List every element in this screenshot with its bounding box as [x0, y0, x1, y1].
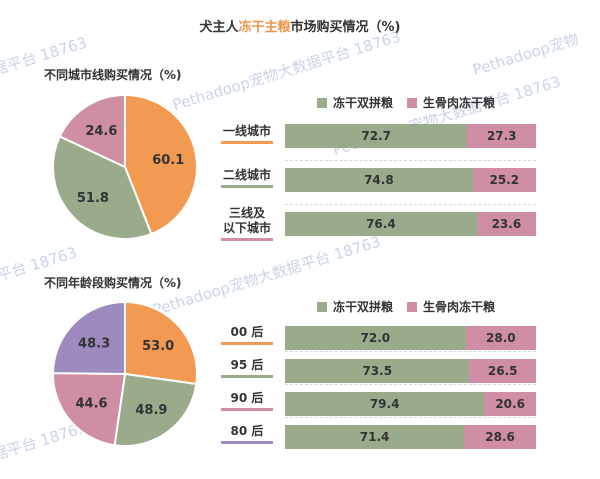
- stacked-bar: 74.8 25.2: [285, 168, 536, 192]
- legend-label-series-a: 冻干双拼粮: [333, 96, 394, 110]
- bar-category-label: 80 后: [212, 424, 282, 444]
- bar-segment-series-b: 20.6: [484, 392, 536, 416]
- age-pie-title: 不同年龄段购买情况（%): [44, 276, 182, 290]
- stacked-bar: 72.0 28.0: [285, 326, 536, 350]
- legend-label-series-a-bottom: 冻干双拼粮: [333, 300, 394, 314]
- bar-category-label: 95 后: [212, 358, 282, 378]
- stacked-bar: 79.4 20.6: [285, 392, 536, 416]
- bar-segment-series-a: 73.5: [285, 359, 470, 383]
- pie-slice: [124, 93, 198, 236]
- bar-segment-series-b: 28.0: [465, 326, 536, 350]
- bar-category-label: 一线城市: [212, 124, 282, 144]
- bar-category-text: 一线城市: [222, 124, 271, 138]
- pie-slice: [113, 372, 198, 447]
- bar-category-label: 三线及 以下城市: [212, 206, 282, 241]
- bar-category-text: 95 后: [230, 358, 264, 372]
- row-divider: [285, 417, 536, 418]
- bar-category-text: 00 后: [230, 325, 264, 339]
- bar-segment-series-a: 74.8: [285, 168, 473, 192]
- bar-category-underline: [221, 185, 273, 188]
- watermark-text: Pethadoop宠物: [470, 29, 581, 80]
- legend-label-series-b: 生骨肉冻干粮: [423, 96, 496, 110]
- bar-category-label: 00 后: [212, 325, 282, 345]
- title-prefix: 犬主人: [199, 20, 239, 35]
- pie-slice: [52, 372, 127, 447]
- legend-item-series-a: 冻干双拼粮: [317, 94, 393, 111]
- pie-slice-label: 24.6: [85, 124, 117, 139]
- pie-slice-label: 53.0: [142, 339, 174, 354]
- bar-category-text: 二线城市: [222, 168, 271, 182]
- row-divider: [285, 160, 536, 161]
- bar-segment-series-a: 72.7: [285, 124, 468, 148]
- bar-category-underline: [221, 238, 273, 241]
- city-pie-title: 不同城市线购买情况（%): [44, 68, 182, 82]
- age-pie-chart: 53.0 48.9 44.6 48.3: [51, 300, 198, 447]
- bar-category-text: 80 后: [230, 424, 264, 438]
- bar-segment-series-b: 27.3: [467, 124, 536, 148]
- bar-category-underline: [221, 342, 273, 345]
- main-title: 犬主人冻干主粮市场购买情况（%): [0, 16, 600, 35]
- pie-slice-label: 48.9: [135, 403, 167, 418]
- bottom-legend: 冻干双拼粮 生骨肉冻干粮: [317, 298, 577, 315]
- bar-segment-series-b: 28.6: [464, 425, 536, 449]
- pie-slice: [58, 93, 126, 169]
- pie-slice-label: 51.8: [77, 191, 109, 206]
- bar-category-underline: [221, 141, 273, 144]
- legend-item-series-a-bottom: 冻干双拼粮: [317, 298, 393, 315]
- legend-item-series-b-bottom: 生骨肉冻干粮: [407, 298, 495, 315]
- bar-segment-series-a: 76.4: [285, 212, 477, 236]
- legend-swatch-series-a: [317, 97, 327, 108]
- bar-category-underline: [221, 441, 273, 444]
- legend-swatch-series-b-bottom: [407, 301, 418, 312]
- stacked-bar: 71.4 28.6: [285, 425, 536, 449]
- stacked-bar: 73.5 26.5: [285, 359, 536, 383]
- legend-swatch-series-a-bottom: [317, 301, 327, 312]
- city-pie-chart: 60.1 51.8 24.6: [52, 93, 198, 240]
- bar-segment-series-a: 71.4: [285, 425, 465, 449]
- bar-category-text: 90 后: [230, 391, 264, 405]
- bar-segment-series-a: 72.0: [285, 326, 466, 350]
- pie-slice: [52, 135, 153, 240]
- stacked-bar: 72.7 27.3: [285, 124, 536, 148]
- row-divider: [285, 384, 536, 385]
- pie-slice-label: 48.3: [78, 337, 110, 352]
- bar-segment-series-b: 25.2: [472, 168, 536, 192]
- bar-category-label: 90 后: [212, 391, 282, 411]
- bar-category-underline: [221, 408, 273, 411]
- title-highlight: 冻干主粮: [238, 20, 291, 35]
- pie-slice: [51, 300, 126, 376]
- legend-label-series-b-bottom: 生骨肉冻干粮: [423, 300, 496, 314]
- legend-swatch-series-b: [407, 97, 418, 108]
- top-legend: 冻干双拼粮 生骨肉冻干粮: [317, 94, 577, 111]
- row-divider: [285, 204, 536, 205]
- title-suffix: 市场购买情况（%): [290, 20, 401, 35]
- pie-slice-label: 60.1: [152, 153, 184, 168]
- bar-category-underline: [221, 375, 273, 378]
- pie-slice-label: 44.6: [75, 397, 107, 412]
- row-divider: [285, 351, 536, 352]
- pie-slice: [124, 300, 198, 386]
- bar-category-text: 三线及 以下城市: [222, 206, 271, 235]
- stacked-bar: 76.4 23.6: [285, 212, 536, 236]
- bar-category-label: 二线城市: [212, 168, 282, 188]
- bar-segment-series-b: 26.5: [469, 359, 536, 383]
- legend-item-series-b: 生骨肉冻干粮: [407, 94, 495, 111]
- bar-segment-series-b: 23.6: [476, 212, 536, 236]
- bar-segment-series-a: 79.4: [285, 392, 485, 416]
